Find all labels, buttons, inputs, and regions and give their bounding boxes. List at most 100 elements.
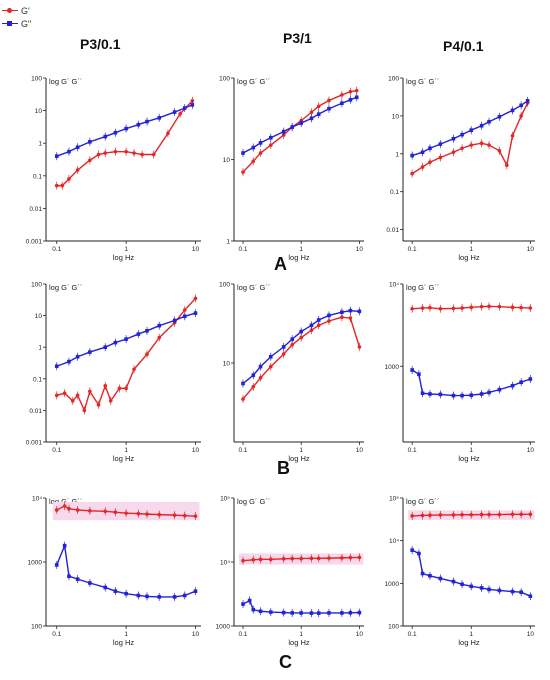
- y-tick-label-A1: 10: [35, 108, 43, 115]
- y-tick-label-C1: 100: [31, 624, 42, 631]
- point-C3: [428, 574, 432, 578]
- point-C1: [54, 508, 59, 512]
- point-C3: [420, 513, 425, 518]
- chart-title-A2: log G´ G´´: [237, 77, 270, 86]
- point-B2: [309, 323, 314, 328]
- y-tick-label-A1: 1: [38, 141, 42, 148]
- point-C3: [510, 512, 515, 517]
- point-A1: [157, 116, 162, 120]
- point-A2: [241, 151, 245, 155]
- point-B3: [438, 306, 443, 311]
- point-C3: [519, 512, 523, 517]
- series-line-B2-1: [242, 309, 360, 385]
- point-C3: [438, 576, 443, 581]
- point-C2: [340, 556, 344, 560]
- point-C2: [268, 557, 273, 562]
- point-B2: [281, 345, 286, 349]
- y-tick-label-B3: 1000: [385, 364, 400, 371]
- point-B3: [469, 305, 474, 310]
- point-A3: [510, 133, 515, 138]
- point-A1: [60, 183, 65, 188]
- point-B3: [487, 390, 491, 395]
- point-C3: [519, 590, 523, 594]
- point-A1: [178, 111, 182, 116]
- point-C2: [290, 556, 294, 561]
- point-C2: [316, 556, 321, 561]
- point-C2: [241, 602, 245, 606]
- point-B1: [88, 350, 92, 354]
- point-A3: [451, 136, 456, 141]
- column-title-p4-0-1: P4/0.1: [443, 38, 484, 54]
- point-B2: [290, 337, 294, 342]
- point-C1: [75, 508, 80, 512]
- point-B2: [348, 316, 353, 320]
- y-tick-label-C1: 10⁴: [32, 496, 42, 503]
- point-B2: [258, 364, 263, 369]
- point-A2: [327, 106, 331, 111]
- x-tick-label-C1: 0.1: [52, 631, 61, 638]
- point-A2: [309, 116, 314, 121]
- point-A2: [354, 95, 359, 100]
- point-C1: [193, 589, 198, 593]
- point-B1: [136, 332, 141, 336]
- point-B1: [157, 335, 162, 340]
- point-B2: [299, 329, 304, 334]
- point-B1: [145, 352, 149, 357]
- x-tick-label-C2: 10: [356, 631, 364, 638]
- x-tick-label-A3: 1: [469, 246, 473, 253]
- point-A3: [460, 132, 464, 137]
- point-B3: [497, 304, 502, 309]
- point-A2: [281, 129, 286, 134]
- point-B2: [281, 352, 286, 356]
- point-B1: [70, 399, 75, 403]
- point-B3: [528, 306, 533, 310]
- point-B2: [268, 364, 273, 369]
- point-C3: [487, 587, 491, 592]
- point-A2: [299, 121, 304, 125]
- x-tick-label-B2: 10: [356, 447, 364, 454]
- point-A2: [340, 93, 344, 97]
- point-B2: [299, 335, 304, 340]
- point-B2: [327, 319, 331, 323]
- series-line-A3-0: [411, 102, 529, 175]
- point-A1: [88, 140, 92, 144]
- point-A2: [340, 101, 344, 106]
- x-tick-label-B1: 10: [192, 447, 200, 454]
- point-A3: [410, 153, 414, 158]
- y-tick-label-A2: 100: [219, 76, 230, 83]
- y-tick-label-A3: 100: [388, 76, 399, 83]
- point-A1: [75, 168, 80, 172]
- y-tick-label-C3: 100: [388, 624, 399, 631]
- point-A2: [258, 141, 263, 145]
- point-A3: [487, 143, 491, 147]
- point-C1: [182, 513, 187, 518]
- point-A3: [487, 119, 491, 124]
- point-A3: [510, 108, 515, 113]
- chart-title-C2: log G´ G´´: [237, 497, 270, 506]
- x-tick-label-C3: 0.1: [408, 631, 417, 638]
- point-C1: [124, 511, 128, 515]
- point-A1: [67, 177, 71, 181]
- point-B3: [451, 306, 456, 311]
- point-A1: [103, 151, 108, 155]
- point-A1: [75, 145, 80, 150]
- point-C1: [157, 595, 162, 599]
- point-C1: [172, 595, 177, 599]
- point-C1: [172, 513, 177, 517]
- point-A1: [54, 183, 59, 188]
- y-tick-label-B1: 10: [35, 313, 43, 320]
- legend-label-g-prime: G': [21, 5, 30, 16]
- point-B2: [290, 342, 294, 347]
- point-B3: [417, 372, 421, 377]
- y-tick-label-A3: 1: [395, 151, 399, 158]
- point-B3: [420, 391, 425, 396]
- point-B3: [519, 380, 523, 384]
- point-C3: [469, 584, 474, 589]
- point-A3: [420, 165, 425, 169]
- point-C2: [340, 611, 344, 615]
- point-C2: [281, 557, 286, 561]
- point-A2: [348, 98, 353, 102]
- column-title-p3-1: P3/1: [283, 30, 312, 46]
- point-A1: [124, 149, 128, 154]
- point-C1: [88, 509, 92, 513]
